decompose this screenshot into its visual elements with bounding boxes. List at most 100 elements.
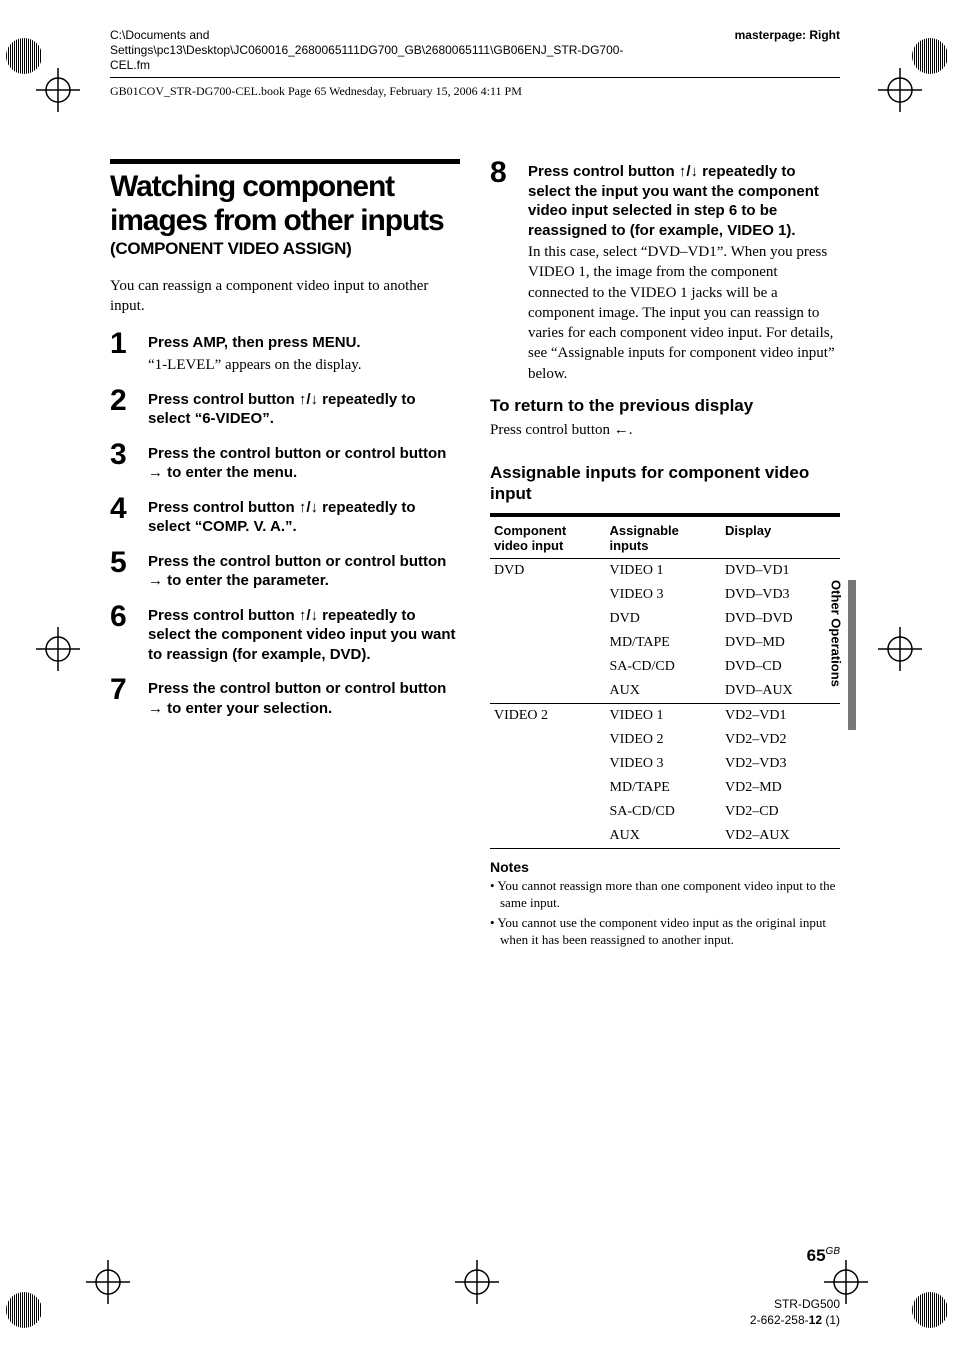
table-cell (490, 607, 606, 631)
step-6: 6Press control button ↑/↓ repeatedly to … (110, 603, 460, 665)
crop-mark (878, 627, 922, 671)
table-cell: VD2–CD (721, 800, 840, 824)
table-col-0: Component video input (490, 515, 606, 559)
table-cell: VD2–VD2 (721, 728, 840, 752)
step-head: Press control button ↑/↓ repeatedly to s… (148, 498, 460, 537)
table-row: AUXVD2–AUX (490, 824, 840, 849)
table-heading: Assignable inputs for component video in… (490, 462, 840, 505)
table-cell: DVD–DVD (721, 607, 840, 631)
step-7: 7Press the control button or control but… (110, 676, 460, 718)
reg-mark (4, 1290, 44, 1330)
table-row: DVDVIDEO 1DVD–VD1 (490, 558, 840, 583)
table-cell (490, 776, 606, 800)
step-1: 1Press AMP, then press MENU.“1-LEVEL” ap… (110, 330, 460, 375)
step-head: Press the control button or control butt… (148, 552, 460, 591)
step-number: 7 (110, 676, 148, 718)
table-row: SA-CD/CDVD2–CD (490, 800, 840, 824)
step-number: 2 (110, 387, 148, 429)
crop-mark (36, 627, 80, 671)
footer-model: STR-DG500 (750, 1296, 840, 1312)
section-subtitle: (COMPONENT VIDEO ASSIGN) (110, 239, 460, 259)
crop-mark (36, 68, 80, 112)
step-2: 2Press control button ↑/↓ repeatedly to … (110, 387, 460, 429)
table-cell: DVD–MD (721, 631, 840, 655)
section-intro: You can reassign a component video input… (110, 277, 460, 316)
title-rule (110, 159, 460, 164)
left-column: Watching component images from other inp… (110, 159, 460, 949)
return-text: Press control button ←. (490, 420, 840, 440)
table-row: MD/TAPEDVD–MD (490, 631, 840, 655)
step-head: Press control button ↑/↓ repeatedly to s… (528, 162, 840, 240)
table-cell: VD2–MD (721, 776, 840, 800)
page-number: 65GB (807, 1245, 840, 1268)
return-heading: To return to the previous display (490, 396, 840, 416)
table-cell: SA-CD/CD (606, 655, 722, 679)
header-masterpage: masterpage: Right (735, 28, 840, 42)
right-column: 8 Press control button ↑/↓ repeatedly to… (490, 159, 840, 949)
table-cell: MD/TAPE (606, 631, 722, 655)
page-content: C:\Documents and Settings\pc13\Desktop\J… (110, 28, 840, 949)
assignable-inputs-table: Component video input Assignable inputs … (490, 513, 840, 849)
table-cell: VIDEO 3 (606, 583, 722, 607)
table-cell: AUX (606, 824, 722, 849)
header-file-path: C:\Documents and Settings\pc13\Desktop\J… (110, 28, 630, 73)
step-text: “1-LEVEL” appears on the display. (148, 355, 460, 375)
table-cell: VD2–AUX (721, 824, 840, 849)
step-number: 8 (490, 159, 528, 384)
page-number-value: 65 (807, 1246, 826, 1265)
table-row: VIDEO 3DVD–VD3 (490, 583, 840, 607)
footer-code: 2-662-258-12 (1) (750, 1312, 840, 1328)
table-row: SA-CD/CDDVD–CD (490, 655, 840, 679)
table-row: DVDDVD–DVD (490, 607, 840, 631)
side-tab-label: Other Operations (826, 580, 846, 730)
table-cell (490, 679, 606, 704)
step-3: 3Press the control button or control but… (110, 441, 460, 483)
notes-heading: Notes (490, 859, 840, 875)
crop-mark (455, 1260, 499, 1304)
table-cell: VD2–VD1 (721, 703, 840, 728)
step-number: 1 (110, 330, 148, 375)
table-cell: DVD–VD1 (721, 558, 840, 583)
table-cell: DVD–VD3 (721, 583, 840, 607)
step-head: Press the control button or control butt… (148, 679, 460, 718)
table-row: MD/TAPEVD2–MD (490, 776, 840, 800)
table-cell: VIDEO 1 (606, 558, 722, 583)
header-book-line: GB01COV_STR-DG700-CEL.book Page 65 Wedne… (110, 84, 840, 99)
table-cell: DVD–CD (721, 655, 840, 679)
table-cell: DVD (606, 607, 722, 631)
step-5: 5Press the control button or control but… (110, 549, 460, 591)
table-row: VIDEO 3VD2–VD3 (490, 752, 840, 776)
table-cell: DVD (490, 558, 606, 583)
step-head: Press AMP, then press MENU. (148, 333, 460, 353)
table-cell (490, 728, 606, 752)
table-cell: DVD–AUX (721, 679, 840, 704)
table-cell: VIDEO 2 (490, 703, 606, 728)
table-col-1: Assignable inputs (606, 515, 722, 559)
step-text: In this case, select “DVD–VD1”. When you… (528, 242, 840, 384)
footer: 65GB STR-DG500 2-662-258-12 (1) (750, 1296, 840, 1328)
table-cell (490, 824, 606, 849)
step-number: 4 (110, 495, 148, 537)
table-row: VIDEO 2VIDEO 1VD2–VD1 (490, 703, 840, 728)
header-rule (110, 77, 840, 78)
table-cell: SA-CD/CD (606, 800, 722, 824)
table-cell: VD2–VD3 (721, 752, 840, 776)
table-cell: VIDEO 1 (606, 703, 722, 728)
step-head: Press control button ↑/↓ repeatedly to s… (148, 390, 460, 429)
reg-mark (910, 1290, 950, 1330)
table-row: AUXDVD–AUX (490, 679, 840, 704)
table-cell (490, 800, 606, 824)
step-number: 5 (110, 549, 148, 591)
section-title: Watching component images from other inp… (110, 170, 460, 237)
step-number: 3 (110, 441, 148, 483)
table-cell (490, 655, 606, 679)
step-number: 6 (110, 603, 148, 665)
table-row: VIDEO 2VD2–VD2 (490, 728, 840, 752)
table-cell: MD/TAPE (606, 776, 722, 800)
step-4: 4Press control button ↑/↓ repeatedly to … (110, 495, 460, 537)
crop-mark (878, 68, 922, 112)
table-cell: AUX (606, 679, 722, 704)
step-8: 8 Press control button ↑/↓ repeatedly to… (490, 159, 840, 384)
table-cell (490, 752, 606, 776)
step-head: Press control button ↑/↓ repeatedly to s… (148, 606, 460, 665)
